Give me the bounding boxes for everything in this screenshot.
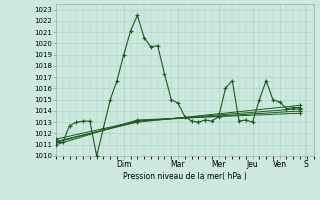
- X-axis label: Pression niveau de la mer( hPa ): Pression niveau de la mer( hPa ): [123, 172, 247, 181]
